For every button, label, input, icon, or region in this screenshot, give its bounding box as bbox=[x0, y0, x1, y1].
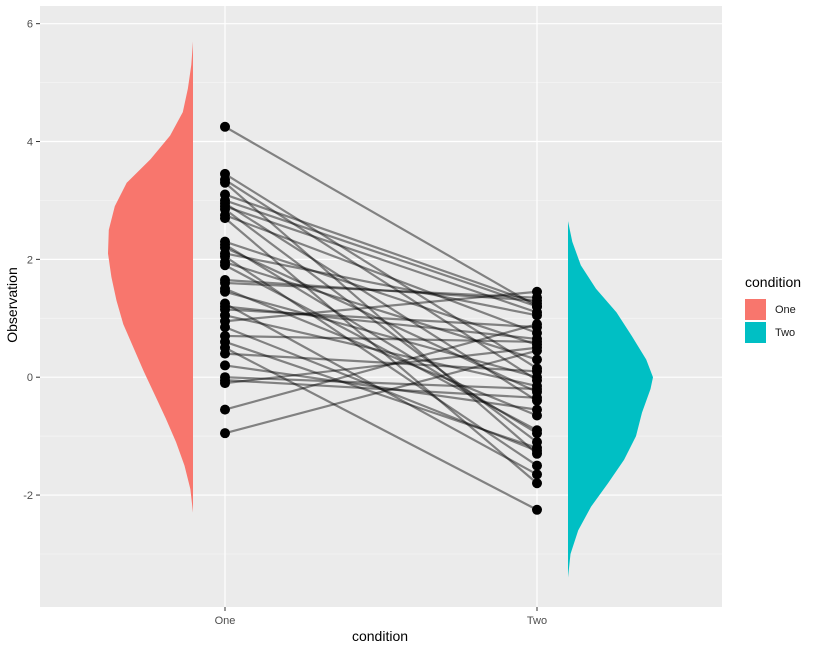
point-one bbox=[220, 322, 230, 333]
pair-line bbox=[224, 281, 538, 299]
point-one bbox=[220, 277, 230, 288]
density-one bbox=[108, 41, 193, 513]
pair-line bbox=[224, 323, 538, 411]
point-two bbox=[532, 404, 542, 415]
point-two bbox=[532, 504, 542, 515]
pair-line bbox=[224, 349, 538, 435]
point-two bbox=[532, 301, 542, 312]
legend-label-one: One bbox=[775, 303, 796, 316]
pair-line bbox=[224, 308, 538, 329]
y-tick-label: 4 bbox=[27, 137, 33, 149]
y-tick-label: 2 bbox=[27, 254, 33, 266]
pair-line bbox=[224, 290, 538, 379]
pair-line bbox=[224, 326, 538, 452]
pair-line bbox=[224, 240, 538, 346]
pair-line bbox=[224, 243, 538, 435]
pair-line bbox=[224, 181, 538, 455]
pair-line bbox=[224, 172, 538, 370]
legend-item-two: Two bbox=[745, 321, 801, 344]
point-two bbox=[532, 383, 542, 394]
pair-line bbox=[224, 278, 538, 302]
point-one bbox=[220, 360, 230, 371]
point-two bbox=[532, 428, 542, 439]
point-one bbox=[220, 428, 230, 439]
pair-line bbox=[224, 379, 538, 399]
point-two bbox=[532, 469, 542, 480]
point-two bbox=[532, 366, 542, 377]
point-one bbox=[220, 336, 230, 347]
point-two bbox=[532, 345, 542, 356]
legend-swatch-two bbox=[745, 322, 766, 343]
pair-line bbox=[224, 214, 538, 335]
pair-line bbox=[224, 334, 538, 343]
pair-line bbox=[224, 346, 538, 511]
y-tick-label: 6 bbox=[27, 19, 33, 31]
pair-line bbox=[224, 178, 538, 382]
legend: condition One Two bbox=[745, 274, 801, 344]
pair-line bbox=[224, 217, 538, 485]
y-tick-label: -2 bbox=[23, 490, 33, 502]
y-tick-label: 0 bbox=[27, 372, 33, 384]
pair-line bbox=[224, 305, 538, 341]
point-one bbox=[220, 286, 230, 297]
pair-line bbox=[224, 125, 538, 308]
pair-line bbox=[224, 340, 538, 449]
point-two bbox=[532, 333, 542, 344]
legend-item-one: One bbox=[745, 298, 801, 321]
point-two bbox=[532, 310, 542, 321]
x-axis-label: condition bbox=[351, 628, 409, 644]
point-one bbox=[220, 260, 230, 271]
point-two bbox=[532, 478, 542, 489]
pair-line bbox=[224, 290, 538, 323]
point-one bbox=[220, 121, 230, 132]
point-two bbox=[532, 319, 542, 330]
pair-line bbox=[224, 261, 538, 361]
point-one bbox=[220, 177, 230, 188]
point-one bbox=[220, 301, 230, 312]
point-two bbox=[532, 442, 542, 453]
pair-line bbox=[224, 246, 538, 393]
point-one bbox=[220, 195, 230, 206]
pair-line bbox=[224, 302, 538, 476]
point-two bbox=[532, 354, 542, 365]
point-one bbox=[220, 213, 230, 224]
pair-line bbox=[224, 264, 538, 432]
pair-line bbox=[224, 255, 538, 467]
pair-line bbox=[224, 205, 538, 314]
legend-title: condition bbox=[745, 274, 802, 290]
pair-line bbox=[224, 287, 538, 417]
pair-line bbox=[224, 346, 538, 385]
pair-line bbox=[224, 352, 538, 373]
pair-line bbox=[224, 199, 538, 308]
x-tick-label: Two bbox=[527, 615, 547, 627]
pair-line bbox=[224, 314, 538, 388]
pair-line bbox=[224, 202, 538, 402]
x-tick-label: One bbox=[215, 615, 236, 627]
point-one bbox=[220, 348, 230, 359]
pair-line bbox=[224, 364, 538, 411]
pair-line bbox=[224, 208, 538, 443]
point-one bbox=[220, 404, 230, 415]
pair-line bbox=[224, 193, 538, 305]
density-two bbox=[568, 221, 653, 578]
y-axis-label: Observation bbox=[4, 267, 20, 343]
pair-line bbox=[224, 376, 538, 391]
pair-line bbox=[224, 252, 538, 317]
point-two bbox=[532, 392, 542, 403]
legend-label-two: Two bbox=[775, 326, 796, 339]
point-two bbox=[532, 292, 542, 303]
legend-swatch-one bbox=[745, 299, 766, 320]
point-one bbox=[220, 239, 230, 250]
point-one bbox=[220, 372, 230, 383]
point-two bbox=[532, 460, 542, 471]
